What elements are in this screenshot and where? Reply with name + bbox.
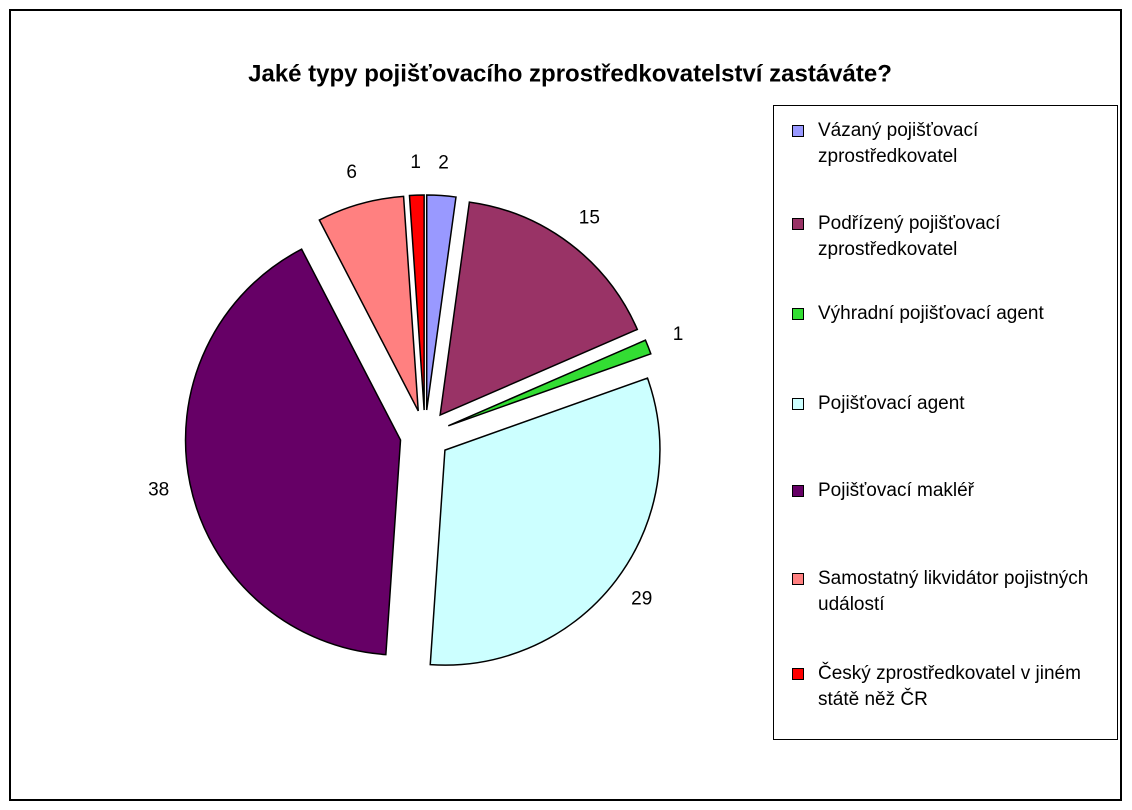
data-label: 15 — [579, 207, 600, 228]
pie-slice — [447, 339, 652, 427]
data-label: 38 — [148, 479, 169, 500]
legend-label: Podřízený pojišťovací zprostředkovatel — [818, 213, 1001, 260]
legend-label: Výhradní pojišťovací agent — [818, 303, 1044, 324]
pie-slice — [429, 377, 661, 666]
legend-label: Samostatný likvidátor pojistných událost… — [818, 568, 1089, 615]
pie-slice — [439, 201, 639, 417]
legend-label: Vázaný pojišťovací zprostředkovatel — [818, 120, 979, 167]
pie-slice — [318, 195, 420, 412]
pie-slice — [425, 194, 457, 411]
data-label: 29 — [631, 588, 652, 609]
chart-title: Jaké typy pojišťovacího zprostředkovatel… — [248, 60, 892, 87]
data-label: 1 — [673, 324, 684, 345]
pie-slice — [408, 194, 425, 411]
legend-swatch — [792, 125, 804, 137]
legend-label: Pojišťovací makléř — [818, 480, 975, 501]
legend-label: Český zprostředkovatel v jiném státě něž… — [818, 663, 1081, 710]
legend-swatch — [792, 398, 804, 410]
legend-label: Pojišťovací agent — [818, 393, 965, 414]
legend-swatch — [792, 485, 804, 497]
legend-swatch — [792, 218, 804, 230]
data-label: 2 — [438, 153, 449, 174]
legend: Vázaný pojišťovací zprostředkovatel Podří… — [773, 105, 1118, 740]
data-label: 6 — [346, 162, 357, 183]
data-label: 1 — [410, 152, 421, 173]
legend-swatch — [792, 668, 804, 680]
pie-slice — [184, 248, 402, 656]
legend-swatch — [792, 308, 804, 320]
legend-swatch — [792, 573, 804, 585]
